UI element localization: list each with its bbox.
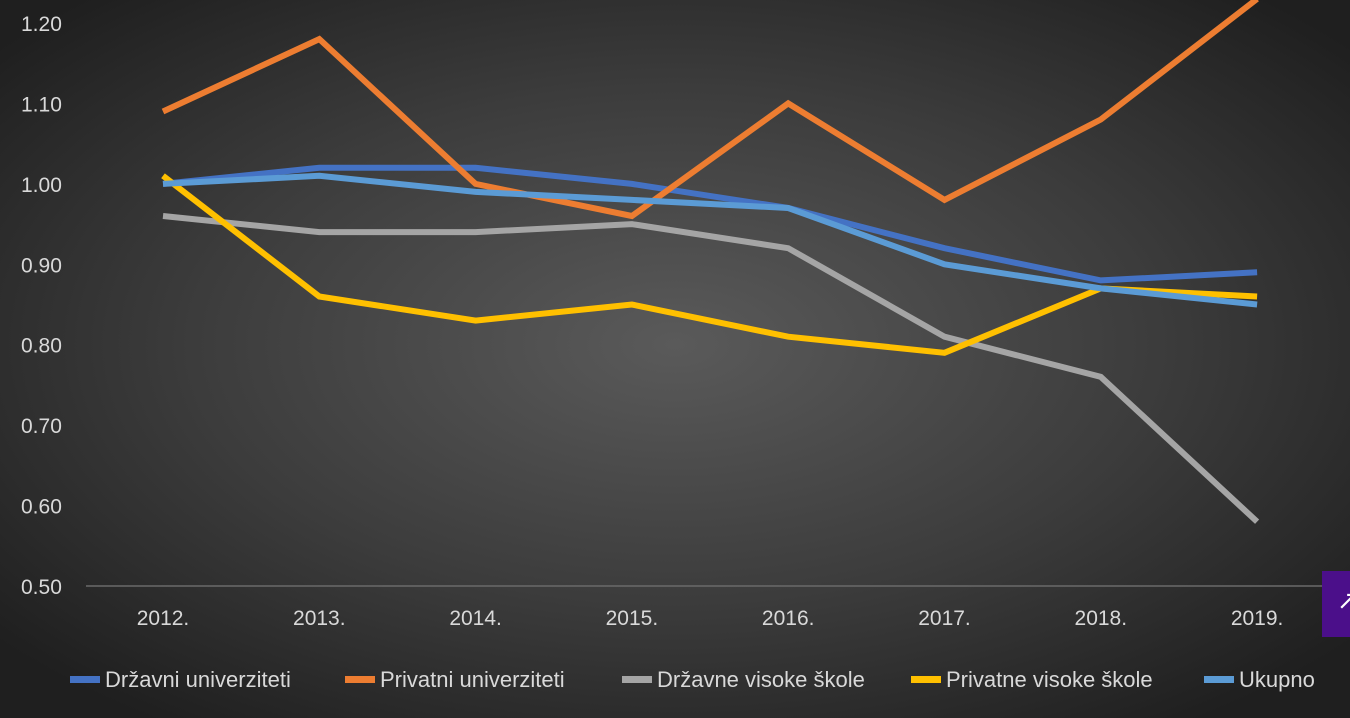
- data-point: [785, 100, 791, 106]
- legend-swatch: [622, 676, 652, 683]
- data-point: [942, 245, 948, 251]
- data-point: [1254, 519, 1260, 525]
- data-point: [1098, 277, 1104, 283]
- y-tick-label: 1.00: [21, 174, 62, 197]
- data-point: [942, 261, 948, 267]
- data-point: [160, 213, 166, 219]
- data-point: [1098, 374, 1104, 380]
- series-line-1: [162, 164, 1258, 284]
- data-point: [629, 181, 635, 187]
- legend-label: Ukupno: [1239, 667, 1315, 692]
- data-point: [316, 36, 322, 42]
- y-tick-label: 1.20: [21, 13, 62, 36]
- legend-label: Privatne visoke škole: [946, 667, 1153, 692]
- legend-swatch: [70, 676, 100, 683]
- x-tick-label: 2019.: [1231, 607, 1284, 630]
- legend-swatch: [911, 676, 941, 683]
- arrow-up-icon: ↑: [1328, 583, 1350, 621]
- data-point: [942, 197, 948, 203]
- x-tick-label: 2012.: [137, 607, 190, 630]
- data-point: [473, 189, 479, 195]
- y-tick-label: 0.80: [21, 335, 62, 358]
- data-point: [473, 181, 479, 187]
- series-line-4: [161, 173, 1258, 356]
- data-point: [473, 318, 479, 324]
- data-point: [1254, 293, 1260, 299]
- data-point: [629, 302, 635, 308]
- legend-swatch: [345, 676, 375, 683]
- data-point: [316, 293, 322, 299]
- data-point: [473, 229, 479, 235]
- series-line-5: [162, 172, 1258, 308]
- legend-item: Privatni univerziteti: [345, 667, 565, 692]
- data-point: [316, 165, 322, 171]
- x-tick-label: 2014.: [449, 607, 502, 630]
- legend-item: Državni univerziteti: [70, 667, 291, 692]
- x-tick-label: 2015.: [606, 607, 659, 630]
- legend-label: Državne visoke škole: [657, 667, 865, 692]
- legend-item: Privatne visoke škole: [911, 667, 1153, 692]
- data-point: [316, 229, 322, 235]
- x-tick-label: 2018.: [1075, 607, 1128, 630]
- y-tick-label: 0.90: [21, 254, 62, 277]
- x-tick-label: 2017.: [918, 607, 971, 630]
- y-tick-label: 0.60: [21, 496, 62, 519]
- data-point: [1254, 269, 1260, 275]
- scroll-top-button[interactable]: ↑: [1322, 571, 1350, 637]
- data-point: [1254, 302, 1260, 308]
- legend-label: Privatni univerziteti: [380, 667, 565, 692]
- series-line-3: [162, 213, 1260, 524]
- x-tick-label: 2016.: [762, 607, 815, 630]
- x-tick-label: 2013.: [293, 607, 346, 630]
- legend-item: Državne visoke škole: [622, 667, 865, 692]
- data-point: [942, 334, 948, 340]
- data-point: [1098, 285, 1104, 291]
- legend-item: Ukupno: [1204, 667, 1315, 692]
- data-point: [629, 213, 635, 219]
- data-point: [629, 221, 635, 227]
- y-tick-label: 0.50: [21, 576, 62, 599]
- data-point: [1098, 117, 1104, 123]
- data-point: [785, 245, 791, 251]
- data-point: [160, 173, 166, 179]
- data-point: [785, 334, 791, 340]
- legend-label: Državni univerziteti: [105, 667, 291, 692]
- data-point: [160, 181, 166, 187]
- legend-swatch: [1204, 676, 1234, 683]
- data-point: [316, 173, 322, 179]
- data-point: [942, 350, 948, 356]
- series-line-2: [161, 0, 1259, 220]
- data-point: [629, 197, 635, 203]
- data-point: [160, 108, 166, 114]
- y-tick-label: 0.70: [21, 415, 62, 438]
- data-point: [785, 205, 791, 211]
- y-tick-label: 1.10: [21, 93, 62, 116]
- data-point: [473, 165, 479, 171]
